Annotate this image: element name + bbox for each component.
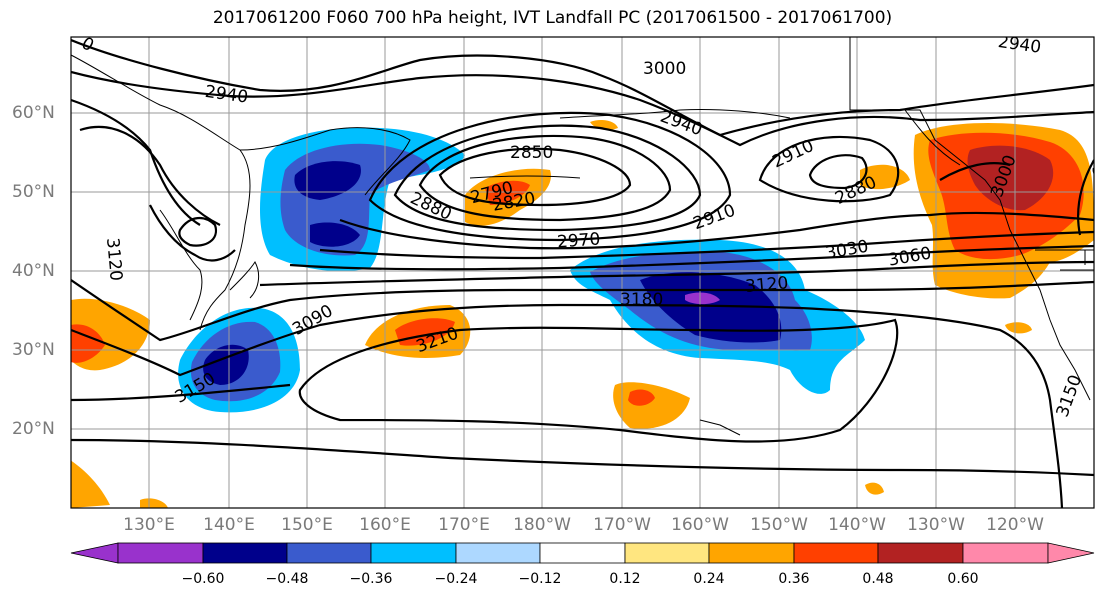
lat-label-20n: 20°N <box>12 419 55 439</box>
lon-label: 130°W <box>907 515 965 535</box>
lat-label-60n: 60°N <box>12 103 55 123</box>
colorbar-max-arrow <box>1047 542 1095 564</box>
colorbar <box>70 542 1095 564</box>
colorbar-tick: 0.36 <box>778 571 810 587</box>
lat-label-50n: 50°N <box>12 182 55 202</box>
lon-label: 160°E <box>359 515 411 535</box>
lon-label: 130°E <box>123 515 175 535</box>
colorbar-bin <box>370 542 457 564</box>
colorbar-bin <box>624 542 710 564</box>
map-frame <box>70 36 1095 509</box>
lon-label: 180°W <box>513 515 571 535</box>
colorbar-tick: 0.60 <box>947 571 979 587</box>
colorbar-bin <box>708 542 795 564</box>
colorbar-bin <box>793 542 879 564</box>
lon-label: 170°E <box>438 515 490 535</box>
coastlines <box>71 37 1094 436</box>
contour-label: 3120 <box>102 237 126 282</box>
map-title: 2017061200 F060 700 hPa height, IVT Land… <box>212 8 893 28</box>
contour-label: 2940 <box>997 32 1043 58</box>
colorbar-bin <box>539 542 626 564</box>
lon-label: 120°W <box>986 515 1044 535</box>
contour-label: 2970 <box>556 229 601 252</box>
colorbar-min-arrow <box>70 542 119 564</box>
height-contours <box>71 38 1094 508</box>
colorbar-bin <box>202 542 288 564</box>
colorbar-tick: 0.12 <box>609 571 641 587</box>
colorbar-bin <box>286 542 372 564</box>
colorbar-tick: −0.24 <box>434 571 478 587</box>
lat-label-40n: 40°N <box>12 261 55 281</box>
colorbar-bin <box>117 542 204 564</box>
colorbar-tick: −0.60 <box>181 571 225 587</box>
lon-label: 140°E <box>203 515 255 535</box>
colorbar-bin <box>962 542 1049 564</box>
contour-label: 3180 <box>620 290 663 310</box>
lon-label: 170°W <box>593 515 651 535</box>
colorbar-bin <box>877 542 964 564</box>
lon-label: 140°W <box>828 515 886 535</box>
colorbar-tick: −0.36 <box>349 571 393 587</box>
colorbar-tick: −0.12 <box>518 571 562 587</box>
contour-label: 3120 <box>744 273 789 297</box>
contour-label: 2850 <box>510 143 553 163</box>
lon-label: 160°W <box>671 515 729 535</box>
colorbar-bin <box>455 542 541 564</box>
lon-label: 150°E <box>281 515 333 535</box>
lat-label-30n: 30°N <box>12 340 55 360</box>
colorbar-tick: 0.48 <box>862 571 894 587</box>
lon-label: 150°W <box>750 515 808 535</box>
colorbar-tick: −0.48 <box>265 571 309 587</box>
contour-label: 3000 <box>643 59 686 79</box>
colorbar-tick: 0.24 <box>693 571 725 587</box>
